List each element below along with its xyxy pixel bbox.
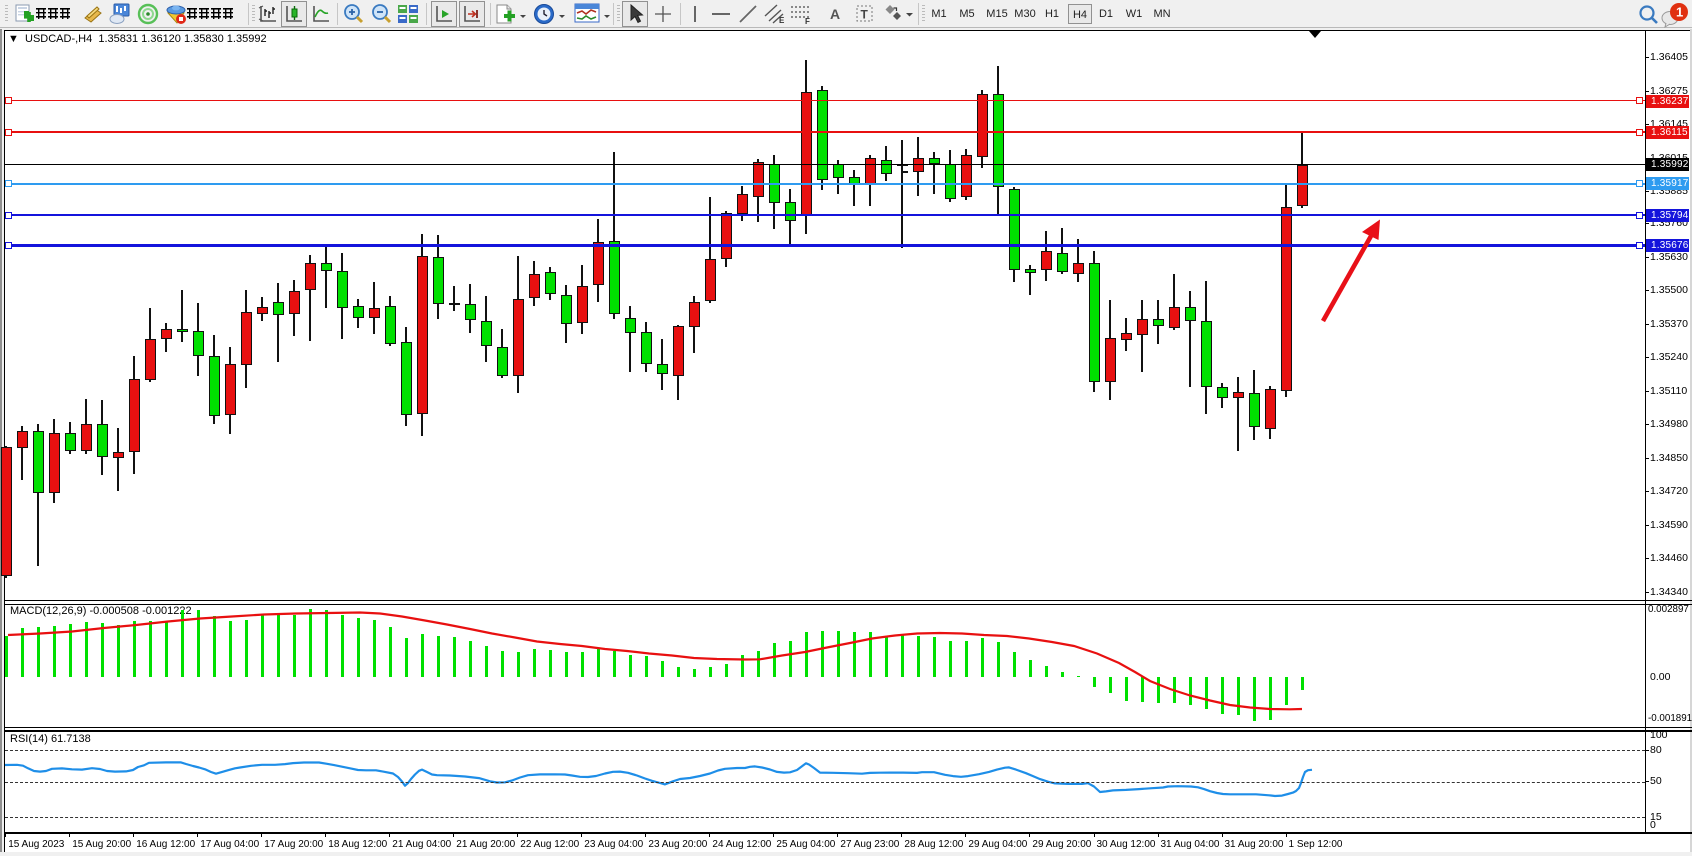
svg-text:F: F xyxy=(805,17,810,24)
svg-text:E: E xyxy=(779,16,785,24)
svg-text:T: T xyxy=(861,8,869,22)
svg-text:1: 1 xyxy=(1676,5,1683,20)
